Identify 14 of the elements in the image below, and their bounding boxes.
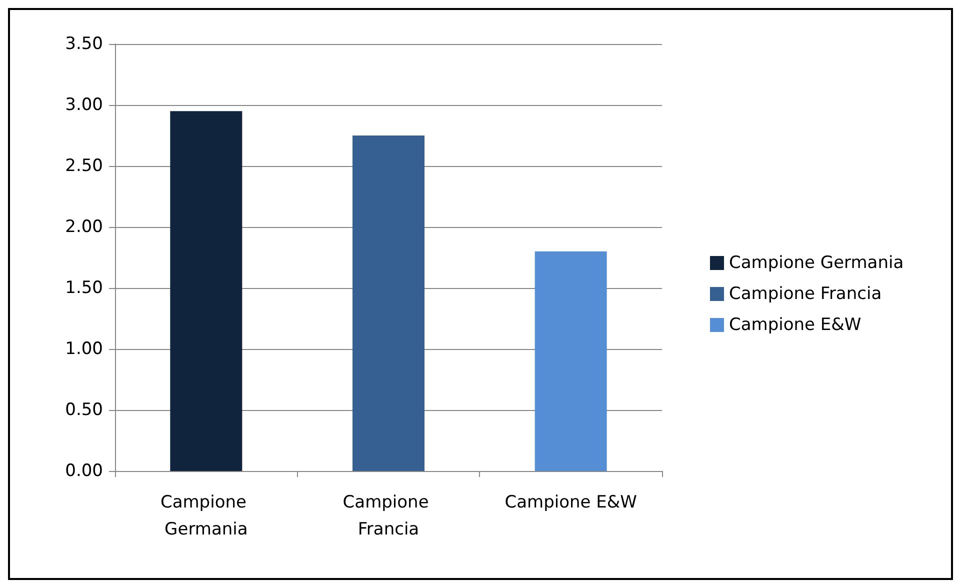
y-tick-label: 2.00 — [65, 217, 103, 237]
legend-label: Campione E&W — [729, 315, 862, 335]
y-tick-label: 3.00 — [65, 95, 103, 115]
x-tick-label: Campione Germania — [160, 492, 252, 540]
y-tick-label: 1.00 — [65, 339, 103, 359]
y-tick-label: 3.50 — [65, 34, 103, 54]
y-tick-label: 1.50 — [65, 278, 103, 298]
y-tick-label: 0.00 — [65, 461, 103, 481]
legend-label: Campione Germania — [729, 253, 904, 273]
y-tick-label: 0.50 — [65, 400, 103, 420]
y-tick-label: 2.50 — [65, 156, 103, 176]
legend-label: Campione Francia — [729, 284, 882, 304]
x-tick-label: Campione E&W — [504, 492, 638, 512]
x-tick-label: Campione Francia — [342, 492, 434, 540]
